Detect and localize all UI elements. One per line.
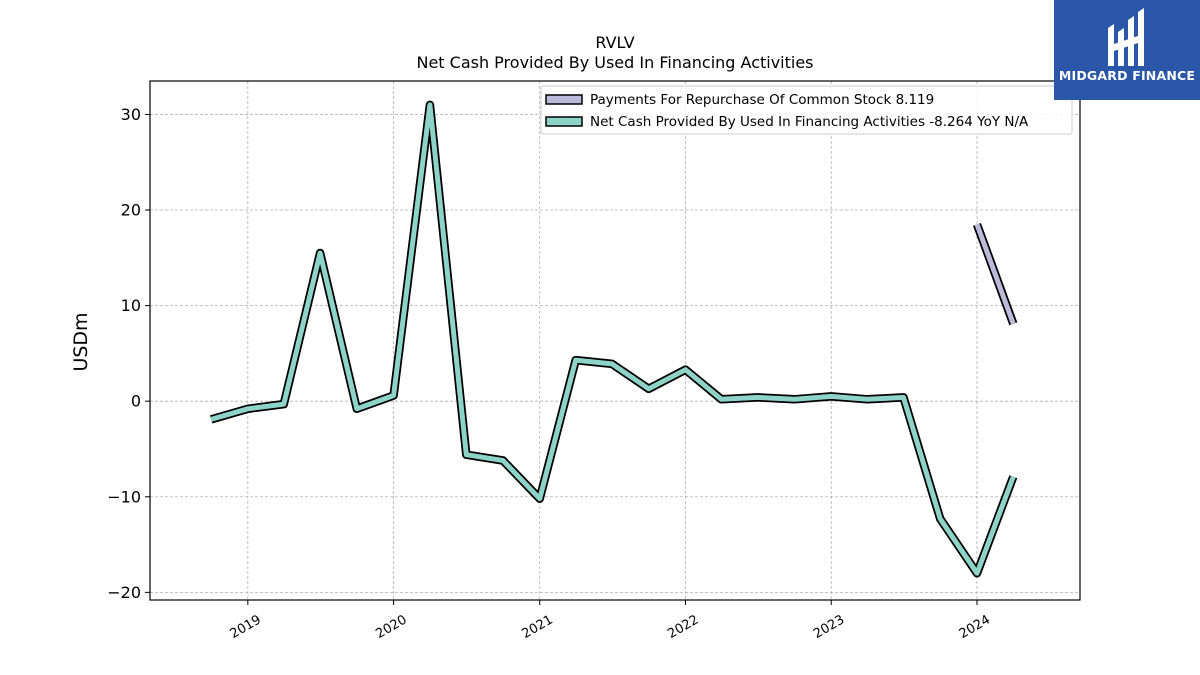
legend-swatch-repurchase	[545, 94, 583, 105]
chart-subtitle: Net Cash Provided By Used In Financing A…	[416, 53, 813, 72]
y-axis-label: USDm	[70, 312, 92, 371]
legend-label-repurchase: Payments For Repurchase Of Common Stock …	[590, 92, 934, 108]
legend: Payments For Repurchase Of Common Stock …	[540, 85, 1073, 135]
y-tick-label: 30	[121, 105, 141, 124]
x-tick-label: 2020	[373, 612, 409, 642]
brand-logo: MIDGARD FINANCE	[1054, 0, 1200, 100]
y-tick-label: −20	[107, 583, 141, 602]
y-tick-label: −10	[107, 487, 141, 506]
x-tick-label: 2023	[811, 612, 847, 642]
series-lines	[209, 100, 1018, 578]
x-tick-label: 2022	[665, 612, 701, 642]
x-tick-label: 2019	[228, 612, 264, 642]
y-tick-label: 20	[121, 201, 141, 220]
series-line-financing	[210, 102, 1016, 576]
plot-frame	[149, 80, 1081, 601]
series-line-repurchase	[974, 223, 1016, 325]
brand-name: MIDGARD FINANCE	[1058, 68, 1196, 83]
x-tick-label: 2024	[957, 612, 993, 642]
series-outline	[209, 100, 1018, 578]
y-tick-label: 0	[131, 392, 141, 411]
legend-swatch-financing	[545, 116, 583, 127]
chart-title: RVLV	[595, 33, 634, 52]
y-tick-label: 10	[121, 296, 141, 315]
x-tick-label: 2021	[520, 612, 556, 642]
brand-mark-icon	[1108, 8, 1144, 66]
legend-label-financing: Net Cash Provided By Used In Financing A…	[590, 114, 1029, 130]
legend-box	[540, 85, 1073, 135]
